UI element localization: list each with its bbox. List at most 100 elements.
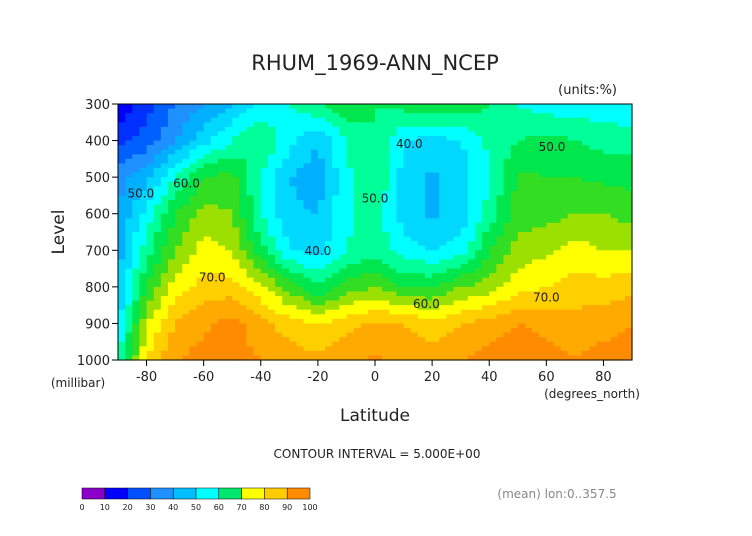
contour-cell <box>317 126 326 133</box>
contour-cell <box>189 122 198 128</box>
contour-cell <box>225 241 233 247</box>
contour-cell <box>503 177 512 183</box>
contour-cell <box>574 168 583 174</box>
contour-cell <box>132 273 141 279</box>
contour-cell <box>410 195 419 201</box>
contour-cell <box>275 254 283 261</box>
contour-cell <box>382 305 390 311</box>
contour-cell <box>467 104 476 110</box>
contour-cell <box>317 264 326 270</box>
contour-cell <box>160 264 169 270</box>
contour-cell <box>182 222 190 229</box>
contour-cell <box>182 236 190 242</box>
contour-cell <box>417 241 426 247</box>
contour-cell <box>267 117 276 123</box>
contour-cell <box>153 268 162 274</box>
contour-cell <box>610 305 619 311</box>
contour-cell <box>375 355 383 361</box>
contour-cell <box>232 172 240 178</box>
contour-cell <box>175 309 183 315</box>
contour-cell <box>289 318 298 325</box>
contour-cell <box>239 117 248 123</box>
contour-cell <box>332 186 340 192</box>
contour-cell <box>225 355 233 361</box>
contour-cell <box>375 236 383 242</box>
contour-cell <box>118 350 126 357</box>
contour-cell <box>417 204 426 210</box>
contour-cell <box>539 273 547 279</box>
contour-cell <box>482 268 490 274</box>
contour-cell <box>389 232 398 238</box>
contour-cell <box>532 195 540 201</box>
contour-cell <box>267 286 276 293</box>
contour-cell <box>246 168 255 174</box>
contour-cell <box>139 158 148 165</box>
contour-cell <box>232 209 240 215</box>
contour-cell <box>160 282 169 288</box>
contour-cell <box>289 346 298 352</box>
contour-cell <box>253 200 262 206</box>
contour-cell <box>482 113 490 119</box>
contour-cell <box>574 222 583 229</box>
contour-cell <box>146 296 155 302</box>
contour-cell <box>424 104 433 110</box>
contour-cell <box>424 140 433 146</box>
contour-cell <box>346 181 355 187</box>
contour-cell <box>624 296 633 302</box>
contour-cell <box>346 104 355 110</box>
contour-cell <box>424 328 433 334</box>
contour-cell <box>153 323 162 329</box>
contour-cell <box>582 218 590 224</box>
contour-cell <box>353 126 362 133</box>
contour-cell <box>210 305 219 311</box>
contour-cell <box>303 300 312 306</box>
contour-cell <box>567 254 576 261</box>
contour-cell <box>282 232 290 238</box>
contour-cell <box>139 190 148 197</box>
contour-cell <box>589 291 597 297</box>
contour-cell <box>603 113 612 119</box>
contour-cell <box>353 236 362 242</box>
contour-cell <box>389 122 398 128</box>
contour-cell <box>617 190 626 197</box>
contour-cell <box>510 172 519 178</box>
contour-cell <box>317 350 326 357</box>
contour-cell <box>167 126 176 133</box>
contour-cell <box>596 282 605 288</box>
contour-cell <box>439 273 447 279</box>
contour-cell <box>439 108 447 114</box>
contour-cell <box>146 254 155 261</box>
contour-cell <box>474 346 483 352</box>
contour-cell <box>196 204 205 210</box>
contour-cell <box>539 337 547 343</box>
contour-cell <box>303 305 312 311</box>
contour-cell <box>118 273 126 279</box>
contour-cell <box>346 200 355 206</box>
contour-cell <box>360 117 369 123</box>
contour-cell <box>225 227 233 233</box>
contour-cell <box>317 245 326 251</box>
contour-cell <box>239 200 248 206</box>
contour-cell <box>410 186 419 192</box>
contour-cell <box>118 126 126 133</box>
contour-cell <box>603 314 612 320</box>
contour-cell <box>310 168 319 174</box>
contour-cell <box>474 259 483 265</box>
contour-cell <box>446 158 455 165</box>
contour-cell <box>574 355 583 361</box>
contour-cell <box>532 136 540 142</box>
contour-cell <box>217 337 226 343</box>
contour-cell <box>253 250 262 256</box>
contour-cell <box>282 113 290 119</box>
contour-cell <box>153 177 162 183</box>
contour-cell <box>360 177 369 183</box>
contour-cell <box>467 190 476 197</box>
contour-cell <box>517 209 526 215</box>
contour-cell <box>432 154 440 160</box>
contour-cell <box>539 213 547 219</box>
contour-cell <box>410 314 419 320</box>
contour-cell <box>225 190 233 197</box>
contour-cell <box>589 172 597 178</box>
contour-cell <box>182 323 190 329</box>
contour-cell <box>574 296 583 302</box>
